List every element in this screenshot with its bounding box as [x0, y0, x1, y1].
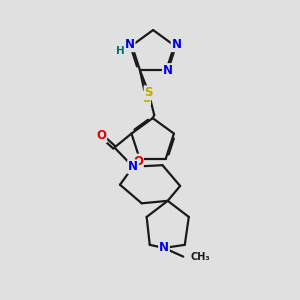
Text: N: N	[172, 38, 182, 51]
Text: O: O	[96, 129, 106, 142]
Text: S: S	[142, 92, 150, 105]
Text: N: N	[163, 64, 173, 77]
Text: S: S	[144, 86, 153, 99]
Text: H: H	[116, 46, 124, 56]
Text: CH₃: CH₃	[191, 252, 210, 262]
Text: N: N	[125, 38, 135, 51]
Text: O: O	[133, 154, 143, 167]
Text: N: N	[159, 242, 169, 254]
Text: N: N	[128, 160, 138, 173]
